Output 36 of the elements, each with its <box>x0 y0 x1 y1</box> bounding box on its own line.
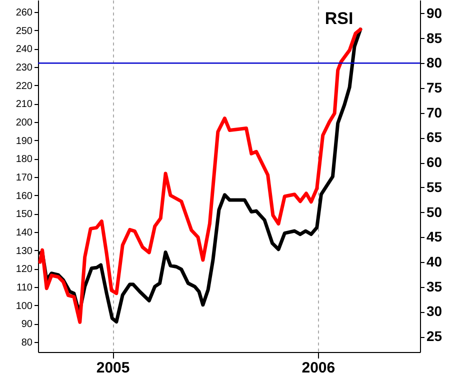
y2-tick-label: 35 <box>426 278 442 294</box>
y2-tick-label: 70 <box>426 104 442 120</box>
y-tick-label: 240 <box>16 44 33 56</box>
y-tick-label: 90 <box>21 319 33 330</box>
y-tick-label: 260 <box>16 7 33 18</box>
y-tick-label: 140 <box>16 227 33 238</box>
x-tick-label: 2006 <box>302 360 336 376</box>
y-tick-label: 110 <box>16 282 33 294</box>
y-tick-label: 190 <box>16 136 33 147</box>
y-tick-label: 200 <box>16 117 33 128</box>
y-tick-label: 160 <box>16 190 33 202</box>
y2-tick-label: 75 <box>426 80 442 96</box>
y2-tick-label: 30 <box>426 303 442 320</box>
text: RSI <box>324 9 354 28</box>
y-tick-label: 130 <box>16 246 33 257</box>
x-tick-label: 2005 <box>96 360 130 376</box>
y2-tick-label: 60 <box>426 154 442 170</box>
y-tick-label: 170 <box>16 172 33 184</box>
y-tick-label: 230 <box>16 62 33 74</box>
y-tick-label: 250 <box>16 26 33 37</box>
y-tick-label: 80 <box>21 337 33 348</box>
y-tick-label: 100 <box>16 300 33 312</box>
y2-tick-label: 25 <box>426 328 442 344</box>
y2-tick-label: 80 <box>426 54 442 71</box>
y2-tick-label: 55 <box>426 178 442 195</box>
y-tick-label: 180 <box>16 154 33 166</box>
y-tick-label: 220 <box>16 80 33 92</box>
y2-tick-label: 50 <box>426 204 442 220</box>
y2-tick-label: 65 <box>426 129 442 146</box>
y2-tick-label: 90 <box>426 4 442 21</box>
y-tick-label: 150 <box>16 209 33 220</box>
y-tick-label: 120 <box>16 264 33 276</box>
y2-tick-label: 45 <box>426 228 442 245</box>
y2-tick-label: 85 <box>426 30 442 46</box>
y-tick-label: 210 <box>16 99 33 110</box>
y2-tick-label: 40 <box>426 254 442 270</box>
